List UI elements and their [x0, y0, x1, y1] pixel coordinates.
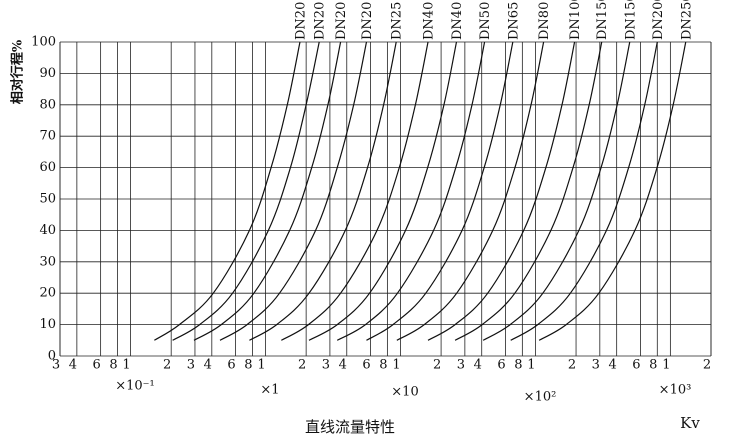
- x-tick-label: 3: [187, 358, 195, 373]
- series-label: DN150: [623, 0, 638, 40]
- x-tick-label: 4: [204, 358, 212, 373]
- y-tick-label: 0: [48, 349, 56, 364]
- y-tick-label: 30: [39, 254, 56, 269]
- y-tick-label: 100: [31, 35, 56, 50]
- series-label: DN20: [334, 2, 349, 40]
- x-tick-label: 2: [703, 358, 711, 373]
- y-tick-label: 70: [39, 129, 56, 144]
- x-tick-label: 6: [632, 358, 640, 373]
- y-tick-label: 80: [39, 97, 56, 112]
- x-tick-label: 1: [392, 358, 400, 373]
- series-label: DN150: [595, 0, 610, 40]
- x-tick-label: 8: [379, 358, 387, 373]
- x-tick-label: 2: [568, 358, 576, 373]
- curve: [510, 41, 658, 341]
- series-label: DN40: [450, 2, 465, 40]
- x-tick-label: 3: [322, 358, 330, 373]
- curve: [336, 41, 486, 341]
- y-tick-label: 60: [39, 160, 56, 175]
- chart-title: 直线流量特性: [305, 418, 395, 436]
- curve: [538, 41, 687, 341]
- x-tick-label: 3: [52, 358, 60, 373]
- x-tick-label: 6: [227, 358, 235, 373]
- x-tick-label: 1: [122, 358, 130, 373]
- x-tick-label: 1: [527, 358, 535, 373]
- x-tick-label: 1: [662, 358, 670, 373]
- x-tick-label: 6: [497, 358, 505, 373]
- series-label: DN20: [360, 2, 375, 40]
- curve: [308, 41, 458, 341]
- x-tick-label: 8: [244, 358, 252, 373]
- x-multiplier: ×10⁻¹: [115, 379, 155, 394]
- x-tick-label: 2: [298, 358, 306, 373]
- curve: [193, 41, 342, 341]
- y-tick-label: 40: [39, 223, 56, 238]
- y-tick-label: 90: [39, 66, 56, 81]
- curve: [427, 41, 576, 341]
- x-multiplier: ×10: [391, 385, 418, 400]
- x-tick-label: 4: [69, 358, 77, 373]
- curve: [454, 41, 603, 341]
- series-label: DN50: [478, 2, 493, 40]
- x-axis-label: Kv: [680, 414, 700, 432]
- y-axis-label: 相对行程%: [10, 39, 26, 104]
- series-label: DN25: [390, 2, 405, 40]
- x-tick-label: 4: [609, 358, 617, 373]
- series-label: DN100: [568, 0, 583, 40]
- x-tick-label: 4: [339, 358, 347, 373]
- series-label: DN40: [422, 2, 437, 40]
- y-tick-label: 20: [39, 286, 56, 301]
- curve: [154, 41, 301, 341]
- x-tick-label: 3: [592, 358, 600, 373]
- curve: [281, 41, 429, 341]
- x-multiplier: ×10³: [659, 383, 692, 398]
- series-label: DN80: [537, 2, 552, 40]
- curve: [482, 41, 631, 341]
- curve: [396, 41, 545, 341]
- series-label: DN250: [679, 0, 694, 40]
- x-tick-label: 2: [433, 358, 441, 373]
- series-label: DN200: [651, 0, 666, 40]
- series-label: DN65: [506, 2, 521, 40]
- curve: [366, 41, 514, 341]
- x-tick-label: 6: [362, 358, 370, 373]
- x-multiplier: ×1: [260, 383, 279, 398]
- x-tick-label: 8: [514, 358, 522, 373]
- x-tick-label: 8: [649, 358, 657, 373]
- series-label: DN20: [313, 2, 328, 40]
- y-tick-label: 50: [39, 192, 56, 207]
- x-tick-label: 4: [474, 358, 482, 373]
- curve: [249, 41, 397, 341]
- x-tick-label: 8: [109, 358, 117, 373]
- x-tick-label: 2: [163, 358, 171, 373]
- x-tick-label: 6: [92, 358, 100, 373]
- y-tick-label: 10: [39, 317, 56, 332]
- x-tick-label: 1: [257, 358, 265, 373]
- series-label: DN20: [293, 2, 308, 40]
- curve: [219, 41, 368, 341]
- x-multiplier: ×10²: [524, 390, 557, 405]
- curve: [172, 41, 320, 341]
- x-tick-label: 3: [457, 358, 465, 373]
